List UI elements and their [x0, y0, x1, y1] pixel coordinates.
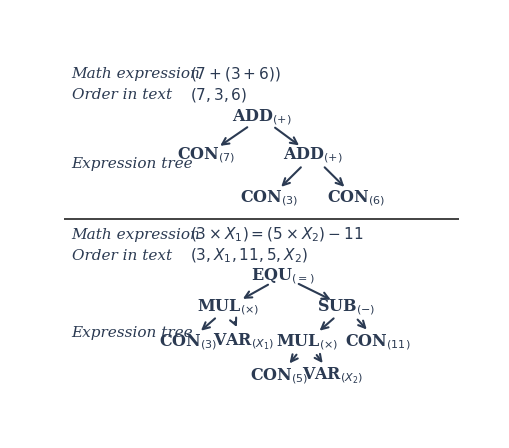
Text: $(7,3,6)$: $(7,3,6)$ — [190, 86, 247, 104]
Text: Order in text: Order in text — [71, 249, 172, 263]
Text: Expression tree: Expression tree — [71, 157, 193, 171]
Text: Order in text: Order in text — [71, 88, 172, 102]
Text: MUL$_{(\times)}$: MUL$_{(\times)}$ — [275, 332, 337, 352]
Text: CON$_{(6)}$: CON$_{(6)}$ — [326, 189, 385, 208]
Text: CON$_{(7)}$: CON$_{(7)}$ — [177, 146, 235, 165]
Text: ADD$_{(+)}$: ADD$_{(+)}$ — [231, 108, 291, 127]
Text: MUL$_{(\times)}$: MUL$_{(\times)}$ — [196, 297, 259, 317]
Text: Math expression: Math expression — [71, 68, 200, 82]
Text: SUB$_{(-)}$: SUB$_{(-)}$ — [317, 297, 375, 317]
Text: $(7+(3+6))$: $(7+(3+6))$ — [190, 65, 280, 83]
Text: VAR$_{(X_1)}$: VAR$_{(X_1)}$ — [213, 332, 274, 352]
Text: EQU$_{(=)}$: EQU$_{(=)}$ — [251, 267, 315, 286]
Text: Math expression: Math expression — [71, 228, 200, 242]
Text: Expression tree: Expression tree — [71, 326, 193, 340]
Text: CON$_{(3)}$: CON$_{(3)}$ — [159, 332, 217, 352]
Text: VAR$_{(X_2)}$: VAR$_{(X_2)}$ — [301, 366, 362, 387]
Text: ADD$_{(+)}$: ADD$_{(+)}$ — [282, 146, 342, 165]
Text: CON$_{(11)}$: CON$_{(11)}$ — [345, 332, 410, 352]
Text: $(3 \times X_1) = (5 \times X_2) - 11$: $(3 \times X_1) = (5 \times X_2) - 11$ — [190, 226, 363, 244]
Text: CON$_{(3)}$: CON$_{(3)}$ — [240, 189, 298, 208]
Text: $(3, X_1, 11, 5, X_2)$: $(3, X_1, 11, 5, X_2)$ — [190, 246, 307, 265]
Text: CON$_{(5)}$: CON$_{(5)}$ — [249, 366, 308, 386]
